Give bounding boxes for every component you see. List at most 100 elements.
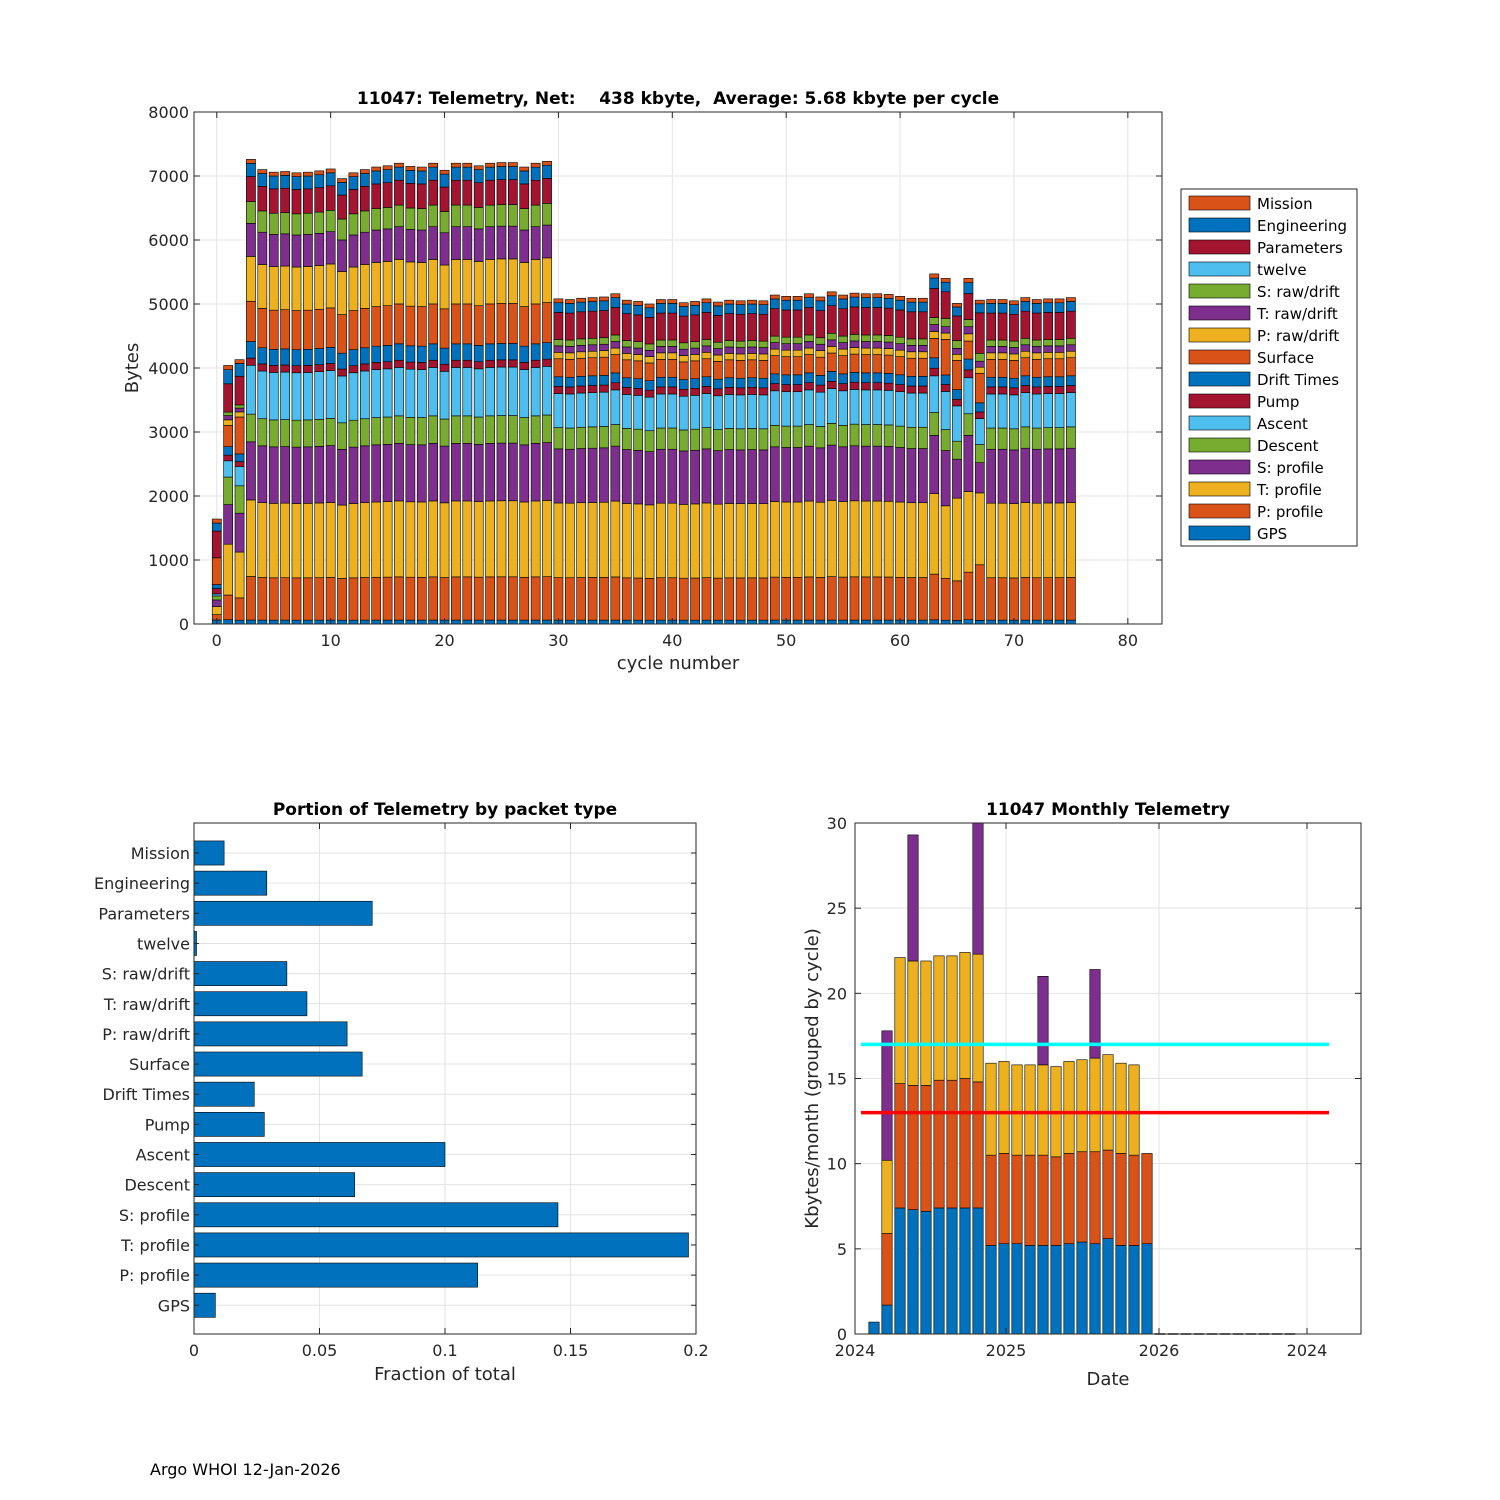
bar-segment (451, 415, 461, 444)
bar-segment (462, 162, 473, 168)
bar-segment (1043, 352, 1053, 360)
month-segment (1063, 1243, 1075, 1335)
y-tick-label: 0 (837, 1325, 847, 1344)
bar-segment (564, 427, 575, 450)
bar-segment (997, 358, 1008, 378)
bar-segment (1043, 345, 1053, 353)
bar-segment (633, 428, 643, 451)
bar-segment (530, 367, 541, 417)
bar-segment (291, 503, 302, 579)
cycle-bar-33 (587, 297, 598, 625)
bar-segment (621, 359, 632, 379)
bar-segment (769, 501, 780, 578)
bar-segment (382, 182, 393, 208)
bar-segment (986, 376, 997, 388)
bar-segment (849, 372, 860, 383)
bar-segment (929, 357, 940, 369)
bar-segment (872, 445, 883, 502)
bar-segment (724, 353, 735, 361)
fraction-bar-p-profile (193, 1262, 478, 1288)
month-segment (1024, 1064, 1036, 1156)
bar-segment (963, 369, 974, 379)
bar-segment (667, 376, 678, 388)
bar-segment (303, 619, 313, 625)
bar-segment (974, 312, 985, 354)
bar-segment (439, 363, 450, 372)
cycle-bar-75 (1066, 297, 1076, 625)
bar-segment (815, 577, 826, 621)
month-segment (881, 1159, 893, 1234)
month-segment (881, 1030, 893, 1161)
bar-segment (405, 305, 416, 347)
bar-segment (667, 312, 678, 341)
bar-segment (861, 382, 871, 391)
bar-segment (462, 367, 473, 417)
bar-segment (940, 332, 951, 340)
bar-segment (610, 372, 621, 383)
bar-segment (769, 294, 780, 300)
bar-segment (997, 299, 1008, 304)
bar-segment (1054, 502, 1065, 578)
month-bar (959, 952, 971, 1335)
bar-segment (1043, 312, 1053, 340)
category-label: P: profile (119, 1266, 190, 1285)
bar-segment (553, 352, 564, 360)
bar-segment (451, 576, 461, 621)
bar-segment (621, 394, 632, 429)
bar-segment (473, 619, 484, 625)
bar-segment (462, 204, 473, 227)
bar-segment (439, 264, 450, 310)
bar-segment (781, 296, 792, 301)
bar-segment (735, 619, 746, 625)
month-segment (907, 960, 919, 1086)
month-segment (920, 960, 932, 1086)
bar-segment (519, 417, 530, 446)
fraction-bar-t-profile (193, 1232, 689, 1258)
bar-segment (337, 449, 347, 506)
bar-segment (781, 576, 792, 621)
bar-segment (701, 339, 712, 347)
bar-segment (952, 306, 962, 317)
bar-segment (1043, 502, 1053, 578)
bar-segment (849, 389, 860, 425)
bar-segment (542, 576, 552, 621)
bar-segment (849, 334, 860, 342)
category-label: S: profile (119, 1206, 190, 1225)
bar-segment (508, 343, 518, 361)
bar-segment (587, 426, 598, 449)
bar-segment (1020, 350, 1031, 359)
bar-segment (1043, 619, 1053, 625)
bar-segment (713, 619, 723, 625)
bar-segment (530, 619, 541, 625)
bar-segment (211, 557, 222, 585)
bar-segment (451, 500, 461, 578)
x-tick-label: 80 (1118, 631, 1138, 650)
bar-segment (428, 367, 439, 417)
y-tick-label: 6000 (148, 231, 189, 250)
bar-segment (929, 277, 940, 289)
cycle-bar-51 (792, 296, 803, 625)
bar-segment (1009, 577, 1019, 621)
bar-segment (553, 298, 564, 304)
bar-segment (211, 588, 222, 595)
bar-segment (838, 576, 848, 621)
bar-segment (997, 427, 1008, 450)
bar-segment (257, 418, 268, 447)
bar-segment (656, 346, 666, 354)
bar-segment (519, 444, 530, 503)
bar-segment (610, 347, 621, 355)
bar-segment (382, 345, 393, 362)
bar-segment (656, 502, 666, 579)
bar-segment (1031, 358, 1042, 378)
bar-segment (576, 392, 587, 428)
month-bar (881, 1030, 893, 1335)
month-segment (1011, 1154, 1023, 1245)
month-bar (1102, 1054, 1114, 1335)
bar-segment (257, 231, 268, 265)
bar-segment (952, 497, 962, 582)
bar-segment (325, 418, 336, 446)
bar-segment (815, 391, 826, 427)
month-segment (907, 834, 919, 962)
bar-segment (348, 176, 359, 190)
bar-segment (564, 502, 575, 579)
